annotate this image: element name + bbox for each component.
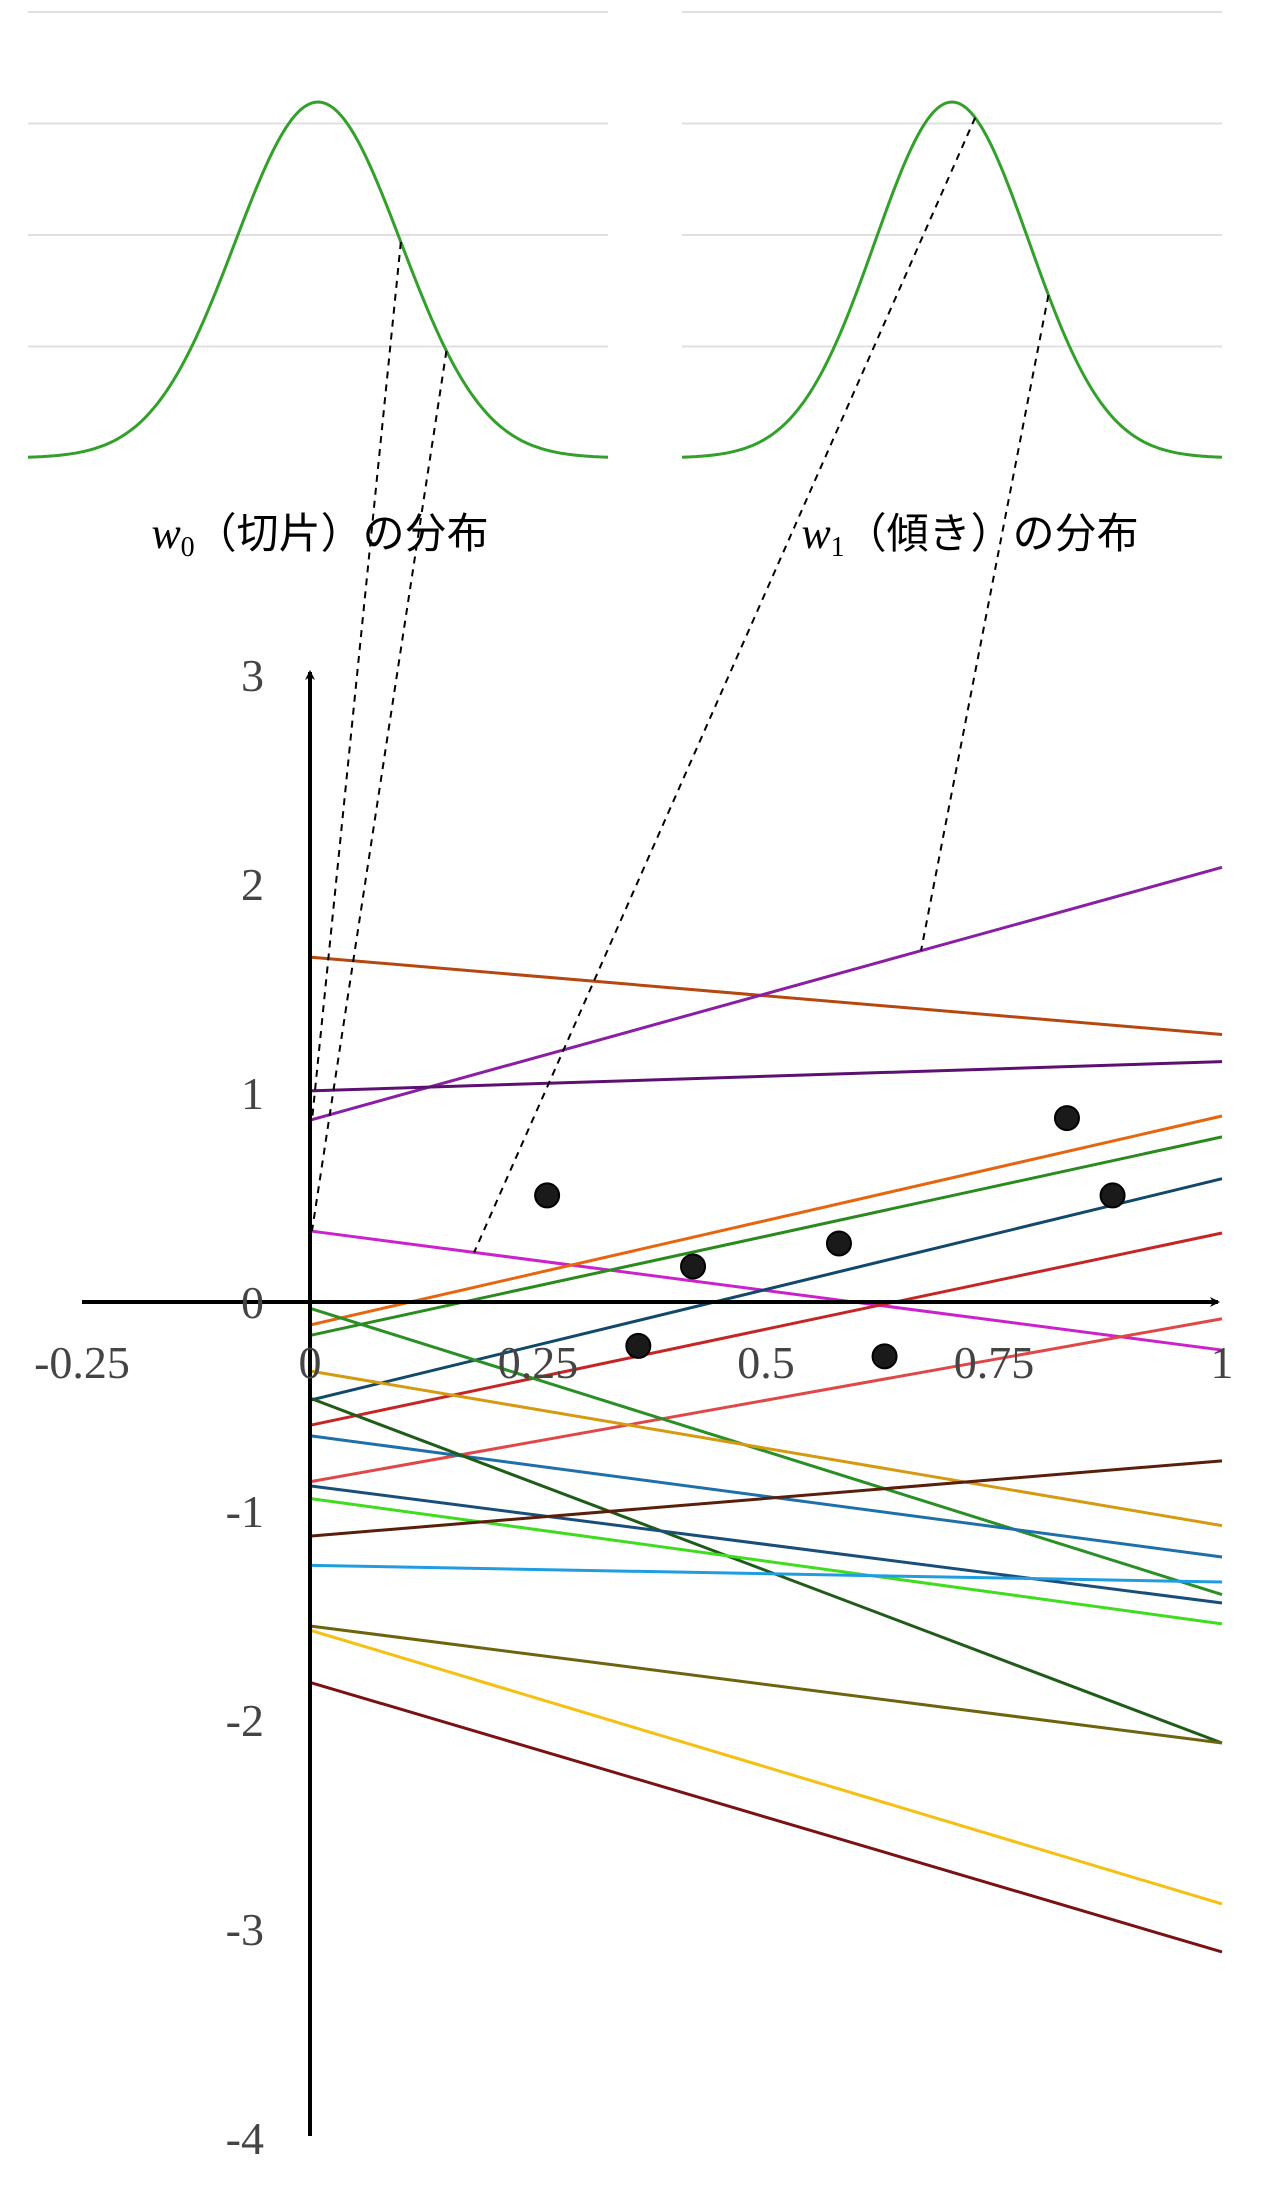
sample-line-6 <box>309 1135 1223 1337</box>
x-tick-label: 0.5 <box>737 1337 795 1388</box>
sample-line-14 <box>309 1484 1223 1605</box>
y-tick-label: 0 <box>241 1277 264 1328</box>
sample-line-18 <box>309 1624 1223 1745</box>
w1-title-sub: 1 <box>831 532 845 563</box>
sample-connectors <box>311 117 1050 1253</box>
sample-line-13 <box>309 1396 1223 1745</box>
connector-4 <box>920 294 1050 951</box>
y-tick-label: 1 <box>241 1068 264 1119</box>
data-point-5 <box>871 1343 898 1370</box>
y-tick-label: 2 <box>241 859 264 910</box>
w0-title: w0（切片）の分布 <box>151 509 488 563</box>
sample-line-16 <box>309 1459 1223 1538</box>
connector-3 <box>473 117 977 1253</box>
sample-line-15 <box>309 1496 1223 1626</box>
sample-line-20 <box>309 1680 1223 1954</box>
sample-line-2 <box>309 865 1223 1122</box>
y-tick-label: -4 <box>226 2113 264 2164</box>
w0-distribution-panel: w0（切片）の分布 <box>27 11 609 563</box>
sample-line-3 <box>309 1060 1223 1093</box>
sample-line-8 <box>309 1231 1223 1427</box>
w0-gaussian-curve <box>27 100 609 459</box>
w1-gridlines <box>682 11 1222 348</box>
w0-gridlines <box>28 11 608 348</box>
x-tick-label: 0.25 <box>498 1337 579 1388</box>
connector-2 <box>311 350 448 1232</box>
sample-line-7 <box>309 1177 1223 1402</box>
w1-distribution-panel: w1（傾き）の分布 <box>681 11 1223 563</box>
w1-gaussian-curve <box>681 100 1223 459</box>
sample-line-5 <box>309 1114 1223 1327</box>
sampled-lines <box>309 865 1223 1954</box>
data-point-4 <box>825 1230 852 1257</box>
main-plot: -0.25 0 0.25 0.5 0.75 1 3 2 1 0 -1 -2 -3 -4 <box>34 650 1233 2164</box>
y-tick-label: -3 <box>226 1904 264 1955</box>
w0-title-sub: 0 <box>181 532 195 563</box>
data-point-3 <box>680 1253 707 1280</box>
w1-title-text: （傾き）の分布 <box>845 509 1139 558</box>
x-tick-label: 0.75 <box>954 1337 1035 1388</box>
x-tick-labels: -0.25 0 0.25 0.5 0.75 1 <box>34 1337 1233 1388</box>
x-tick-label: 0 <box>299 1337 322 1388</box>
sample-line-11 <box>309 1369 1223 1528</box>
data-point-6 <box>1053 1105 1080 1132</box>
data-point-2 <box>625 1332 652 1359</box>
w1-title-var: w <box>801 509 831 558</box>
x-tick-label: -0.25 <box>34 1337 130 1388</box>
y-tick-labels: 3 2 1 0 -1 -2 -3 -4 <box>226 650 264 2164</box>
connector-1 <box>311 241 402 1121</box>
data-point-7 <box>1099 1182 1126 1209</box>
y-tick-label: -2 <box>226 1695 264 1746</box>
w0-title-text: （切片）の分布 <box>195 509 489 558</box>
data-point-1 <box>534 1182 561 1209</box>
data-points <box>534 1105 1126 1370</box>
sample-line-19 <box>309 1628 1223 1906</box>
sample-line-12 <box>309 1434 1223 1559</box>
y-tick-label: 3 <box>241 650 264 701</box>
x-tick-label: 1 <box>1211 1337 1234 1388</box>
w0-title-var: w <box>151 509 181 558</box>
w1-title: w1（傾き）の分布 <box>801 509 1138 563</box>
sample-line-17 <box>309 1563 1223 1584</box>
axes <box>82 670 1220 2136</box>
y-tick-label: -1 <box>226 1486 264 1537</box>
sample-line-10 <box>309 1306 1223 1597</box>
sample-line-1 <box>309 955 1223 1036</box>
